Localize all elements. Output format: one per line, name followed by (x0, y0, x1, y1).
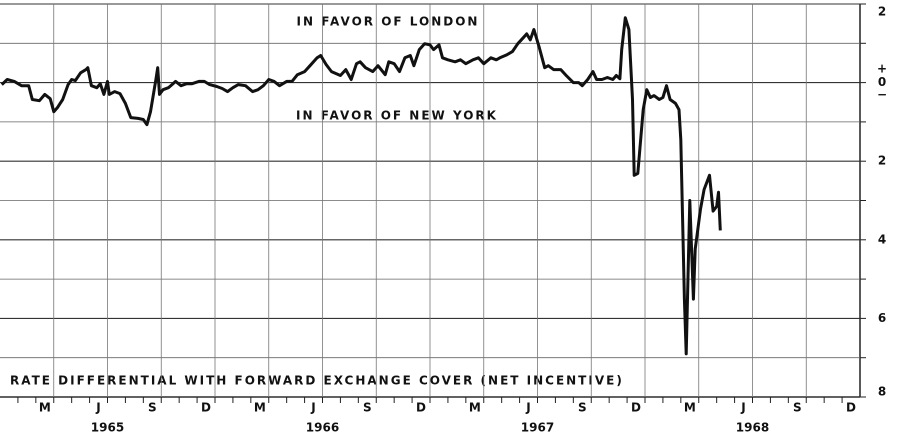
data-line (0, 16, 722, 356)
x-month-label: J (525, 401, 530, 415)
annotation-new-york: IN FAVOR OF NEW YORK (296, 109, 498, 123)
x-month-label: J (310, 401, 315, 415)
x-month-label: M (469, 401, 481, 415)
y-tick-label: 4 (878, 232, 886, 246)
sign-plus: + (877, 62, 887, 76)
x-month-label: J (740, 401, 745, 415)
x-month-label: S (148, 401, 157, 415)
x-month-label: M (684, 401, 696, 415)
x-month-label: M (254, 401, 266, 415)
y-tick-label: 6 (878, 311, 886, 325)
x-year-label: 1965 (91, 421, 124, 435)
sign-minus: − (877, 88, 887, 102)
x-month-label: D (201, 401, 211, 415)
x-year-label: 1967 (521, 421, 554, 435)
x-year-label: 1968 (736, 421, 769, 435)
annotation-caption: RATE DIFFERENTIAL WITH FORWARD EXCHANGE … (10, 374, 624, 388)
y-tick-label: 2 (878, 5, 886, 19)
x-year-label: 1966 (306, 421, 339, 435)
annotation-london: IN FAVOR OF LONDON (297, 15, 480, 29)
y-tick-label: 0 (878, 75, 886, 89)
x-month-label: J (95, 401, 100, 415)
x-month-label: D (631, 401, 641, 415)
x-month-label: S (363, 401, 372, 415)
x-month-label: M (39, 401, 51, 415)
x-month-label: D (416, 401, 426, 415)
y-tick-label: 2 (878, 154, 886, 168)
x-month-label: S (578, 401, 587, 415)
x-month-label: S (793, 401, 802, 415)
y-tick-label: 8 (878, 385, 886, 399)
x-month-label: D (846, 401, 856, 415)
